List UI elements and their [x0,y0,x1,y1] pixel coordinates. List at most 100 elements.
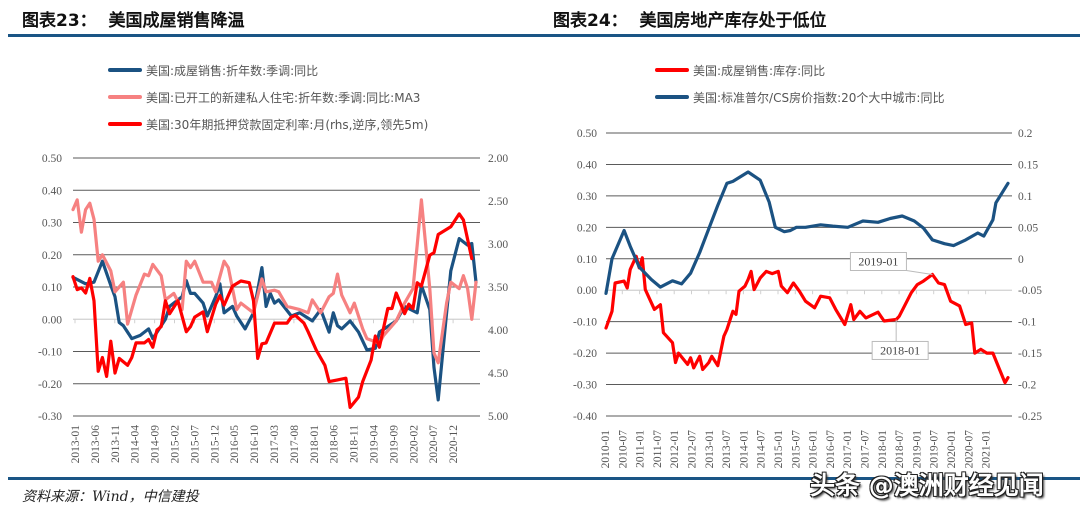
x-tick-label: 2020-01 [946,430,958,469]
y-left-tick-label: 0.20 [42,250,62,262]
chart-23-title: 图表23： 美国成屋销售降温 [22,11,245,31]
y-right-tick-label: 0.15 [1018,159,1038,171]
chart-24-title: 图表24： 美国房地产库存处于低位 [553,11,827,31]
y-right-tick-label: -0.05 [1018,285,1042,297]
y-left-tick-label: 0.50 [42,153,62,165]
legend-swatch-pink [108,95,142,99]
y-left-tick-label: 0.00 [577,285,597,297]
x-tick-label: 2019-07 [929,430,941,469]
y-right-tick-label: -0.2 [1018,380,1036,392]
annotation-label: 2019-01 [858,255,898,269]
y-left-tick-label: -0.10 [38,347,62,359]
title-divider [8,34,1080,37]
x-tick-label: 2021-01 [981,430,993,469]
x-tick-label: 2020-02 [408,425,420,464]
annotation-label: 2018-01 [880,343,920,357]
x-tick-label: 2014-01 [738,430,750,469]
legend-label: 美国:标准普尔/CS房价指数:20个大中城市:同比 [693,90,945,105]
series-line-1 [71,198,478,365]
legend-label: 美国:30年期抵押贷款固定利率:月(rhs,逆序,领先5m) [146,117,429,132]
x-tick-label: 2017-07 [860,430,872,469]
x-tick-label: 2016-05 [229,425,241,464]
y-left-tick-label: -0.40 [573,411,597,423]
y-left-tick-label: 0.00 [42,314,62,326]
x-tick-label: 2020-07 [963,430,975,469]
y-right-tick-label: 2.00 [488,153,508,165]
y-right-tick-label: -0.25 [1018,411,1042,423]
x-tick-label: 2018-01 [877,430,889,469]
y-right-tick-label: 4.50 [488,368,508,380]
y-left-tick-label: 0.30 [577,191,597,203]
legend-label: 美国:成屋销售:库存:同比 [693,63,826,78]
y-right-tick-label: 3.00 [488,239,508,251]
y-left-tick-label: -0.20 [38,379,62,391]
x-tick-label: 2012-01 [669,430,681,469]
x-tick-label: 2018-07 [894,430,906,469]
y-right-tick-label: -0.1 [1018,317,1036,329]
x-tick-label: 2016-01 [808,430,820,469]
x-tick-label: 2017-01 [842,430,854,469]
source-note: 资料来源：Wind，中信建投 [22,489,199,505]
y-left-tick-label: 0.40 [577,159,597,171]
legend-swatch-navy [655,95,689,99]
y-left-tick-label: -0.10 [573,317,597,329]
x-tick-label: 2015-07 [189,425,201,464]
x-tick-label: 2014-04 [130,425,142,464]
legend-item-case-shiller: 美国:标准普尔/CS房价指数:20个大中城市:同比 [655,89,944,105]
y-right-tick-label: 0.2 [1018,128,1033,140]
x-tick-label: 2011-01 [635,430,647,468]
annotation-leader [906,270,933,275]
x-tick-label: 2018-06 [329,425,341,464]
x-tick-label: 2017-08 [289,425,301,464]
y-right-tick-label: 0 [1018,254,1024,266]
x-tick-label: 2018-11 [349,425,361,463]
x-tick-label: 2019-01 [911,430,923,469]
x-tick-label: 2015-02 [170,425,182,464]
x-tick-label: 2016-10 [249,425,261,464]
x-tick-label: 2019-04 [369,425,381,464]
y-right-tick-label: 4.00 [488,325,508,337]
legend-swatch-red [655,68,689,72]
y-left-tick-label: 0.30 [42,218,62,230]
legend-item-mortgage-rate: 美国:30年期抵押贷款固定利率:月(rhs,逆序,领先5m) [108,116,428,132]
x-tick-label: 2013-07 [721,430,733,469]
x-tick-label: 2015-12 [209,425,221,464]
x-tick-label: 2020-12 [448,425,460,464]
x-tick-label: 2018-01 [309,425,321,464]
y-right-tick-label: 2.50 [488,196,508,208]
annotation-box [871,340,929,360]
x-tick-label: 2014-09 [150,425,162,464]
x-tick-label: 2015-07 [790,430,802,469]
legend-swatch-red [108,122,142,126]
y-left-tick-label: -0.30 [38,411,62,423]
series-line-0 [604,254,1010,385]
legend-item-existing-home-sales: 美国:成屋销售:折年数:季调:同比 [108,62,318,78]
y-right-tick-label: 0.05 [1018,222,1038,234]
legend-item-housing-starts: 美国:已开工的新建私人住宅:折年数:季调:同比:MA3 [108,89,420,105]
x-tick-label: 2017-03 [269,425,281,464]
x-tick-label: 2019-09 [388,425,400,464]
x-tick-label: 2010-07 [617,430,629,469]
y-left-tick-label: 0.10 [42,282,62,294]
legend-item-inventory: 美国:成屋销售:库存:同比 [655,62,825,78]
y-left-tick-label: -0.30 [573,380,597,392]
series-line-1 [604,170,1010,295]
y-left-tick-label: 0.40 [42,185,62,197]
x-tick-label: 2013-01 [70,425,82,464]
y-left-tick-label: 0.10 [577,254,597,266]
series-line-0 [71,237,478,402]
watermark: 头条 @澳洲财经见闻 [810,471,1044,500]
footer-divider [8,477,1080,480]
x-tick-label: 2013-06 [90,425,102,464]
legend-label: 美国:成屋销售:折年数:季调:同比 [146,63,319,78]
x-tick-label: 2013-11 [110,425,122,463]
y-right-tick-label: 5.00 [488,411,508,423]
y-right-tick-label: 3.50 [488,282,508,294]
annotation-box [849,252,907,271]
x-tick-label: 2012-07 [687,430,699,469]
x-tick-label: 2020-07 [428,425,440,464]
series-line-2 [71,212,474,409]
x-tick-label: 2014-07 [756,430,768,469]
x-tick-label: 2015-01 [773,430,785,469]
